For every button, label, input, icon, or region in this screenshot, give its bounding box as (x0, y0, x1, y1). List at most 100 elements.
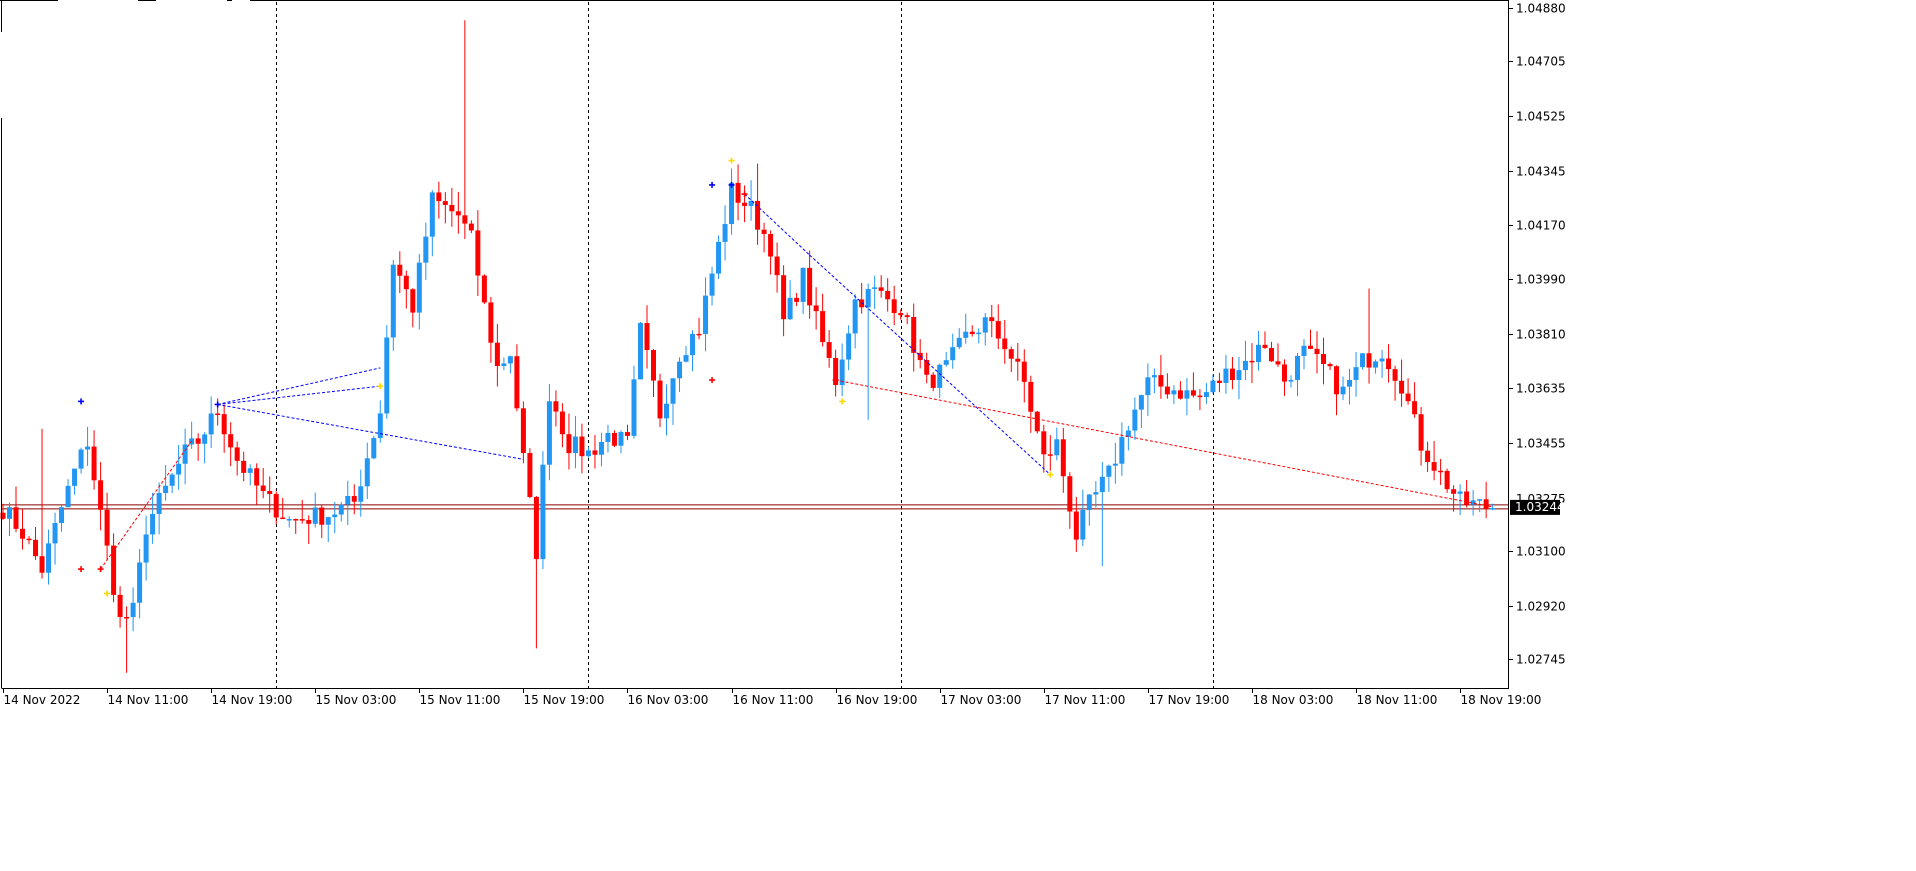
candle (664, 384, 670, 436)
candle-body (553, 401, 559, 412)
y-tick-label: 1.03810 (1516, 328, 1566, 342)
candle (683, 346, 689, 363)
candle (104, 492, 110, 560)
candle (559, 403, 565, 448)
candle (299, 499, 305, 524)
candle-body (624, 432, 630, 436)
candle-body (683, 355, 689, 362)
candle (1184, 378, 1190, 416)
candle (20, 509, 26, 550)
candle (924, 352, 930, 384)
y-tick-label: 1.04345 (1516, 165, 1566, 179)
candle-body (1158, 375, 1164, 387)
candle (143, 515, 149, 581)
candle (455, 191, 461, 234)
candle-body (598, 441, 604, 455)
candle (651, 349, 656, 397)
candle (507, 355, 513, 374)
candle (716, 235, 722, 279)
y-tick-label: 1.04525 (1516, 110, 1566, 124)
candle-body (1203, 392, 1209, 398)
candle-body (111, 545, 117, 595)
candle (156, 482, 162, 535)
candle-body (1288, 379, 1294, 382)
candle-body (611, 432, 617, 446)
candle-body (950, 347, 956, 361)
candle (1451, 485, 1457, 512)
candle-body (722, 224, 728, 242)
candle-body (963, 331, 969, 338)
candle-body (1366, 353, 1372, 368)
candle-body (208, 413, 214, 435)
candle (429, 190, 435, 257)
candle-body (566, 434, 572, 454)
candle (1314, 331, 1320, 374)
candle-body (1464, 491, 1470, 505)
candle-body (1099, 476, 1105, 493)
candle-body (156, 492, 162, 514)
candle-body (559, 411, 565, 435)
candle-body (898, 313, 904, 316)
price-label-text: 1.03244 (1515, 500, 1565, 514)
candle-body (429, 192, 435, 237)
candle (1093, 481, 1099, 508)
candle (377, 400, 383, 443)
candle (885, 278, 891, 312)
candle (273, 491, 279, 525)
candle-body (677, 361, 683, 379)
candle (1119, 422, 1125, 476)
x-tick-label: 18 Nov 19:00 (1461, 693, 1542, 707)
y-tick-label: 1.03455 (1516, 437, 1566, 451)
candle-body (885, 290, 891, 300)
candle-body (865, 288, 871, 308)
candle (911, 303, 917, 372)
candle-body (423, 236, 429, 263)
candle-body (1483, 499, 1489, 509)
candle-body (384, 337, 390, 414)
candle-body (1015, 358, 1021, 362)
candle-body (1171, 390, 1177, 395)
candle (657, 373, 663, 427)
candle (1483, 481, 1489, 519)
y-tick-label: 1.03990 (1516, 273, 1566, 287)
signal-marker (741, 191, 748, 198)
candle (748, 180, 754, 221)
candle (1470, 490, 1476, 516)
candle (1294, 352, 1300, 397)
candle (1431, 441, 1437, 481)
candle-body (280, 517, 286, 520)
candle-body (1353, 367, 1359, 380)
candle (1138, 394, 1144, 429)
current-price-label: 1.03244 (1510, 499, 1565, 515)
candle-body (872, 287, 878, 289)
candle (325, 516, 331, 543)
candle-body (260, 485, 266, 492)
candle-body (254, 468, 260, 486)
signal-marker (214, 401, 221, 408)
candle-body (150, 513, 156, 535)
candle-body (937, 364, 943, 388)
candle-body (533, 497, 539, 560)
candle-body (1106, 465, 1112, 477)
candle (1158, 355, 1164, 399)
candle-body (690, 333, 696, 356)
candle-body (1347, 379, 1353, 387)
candle-body (546, 401, 552, 465)
candle (59, 505, 65, 532)
candle-body (709, 273, 715, 296)
candle (807, 250, 813, 319)
x-tick-label: 18 Nov 11:00 (1357, 693, 1438, 707)
candle-body (846, 333, 852, 360)
candle-body (703, 295, 709, 334)
candle (371, 435, 377, 460)
candle (1405, 378, 1411, 405)
candle-body (1047, 454, 1053, 456)
candle (1457, 484, 1463, 516)
candle-body (1034, 411, 1040, 432)
candle (1288, 375, 1294, 388)
candle (592, 434, 598, 469)
candle (13, 486, 19, 533)
candle-body (1028, 381, 1034, 412)
